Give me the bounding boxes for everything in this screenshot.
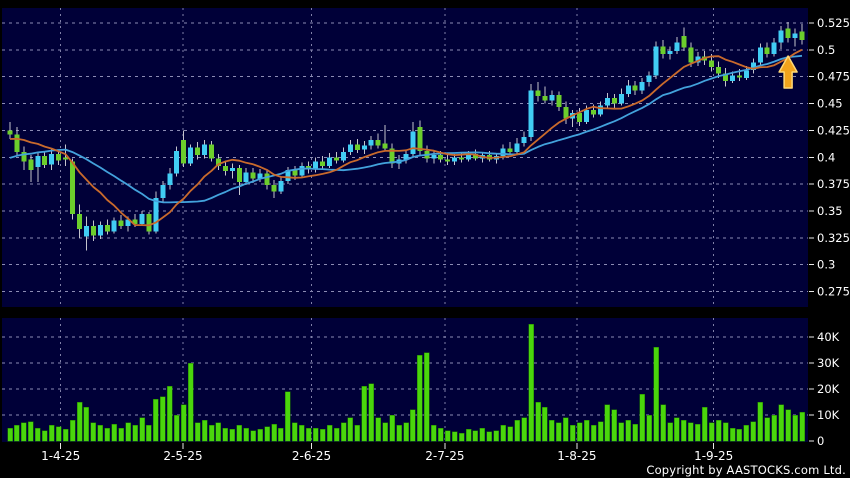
svg-text:1-4-25: 1-4-25 — [41, 449, 80, 463]
svg-text:0.525: 0.525 — [817, 16, 850, 30]
svg-text:30K: 30K — [817, 356, 840, 370]
svg-text:0.275: 0.275 — [817, 285, 850, 299]
candle-bodies — [7, 28, 805, 237]
svg-text:0.425: 0.425 — [817, 123, 850, 137]
svg-text:2-6-25: 2-6-25 — [292, 449, 331, 463]
up-arrow-icon — [778, 55, 798, 89]
axis-labels: 0.525 0.5 0.475 0.45 0.425 0.4 0.375 0.35 0.325 0… — [41, 16, 850, 463]
moving-average-lines — [9, 48, 803, 227]
svg-text:0: 0 — [817, 434, 824, 448]
svg-text:0.5: 0.5 — [817, 43, 835, 57]
svg-text:1-9-25: 1-9-25 — [694, 449, 733, 463]
svg-text:0.45: 0.45 — [817, 97, 843, 111]
svg-text:0.325: 0.325 — [817, 231, 850, 245]
svg-text:1-8-25: 1-8-25 — [557, 449, 596, 463]
svg-text:0.375: 0.375 — [817, 177, 850, 191]
copyright-notice: Copyright by AASTOCKS.com Ltd. — [646, 463, 846, 477]
volume-bars — [7, 323, 805, 442]
svg-text:0.35: 0.35 — [817, 204, 843, 218]
svg-text:0.3: 0.3 — [817, 258, 835, 272]
svg-text:0.4: 0.4 — [817, 150, 835, 164]
svg-text:0.475: 0.475 — [817, 70, 850, 84]
svg-text:40K: 40K — [817, 330, 840, 344]
svg-text:20K: 20K — [817, 382, 840, 396]
svg-text:2-7-25: 2-7-25 — [425, 449, 464, 463]
gridlines — [2, 8, 814, 449]
svg-text:2-5-25: 2-5-25 — [163, 449, 202, 463]
svg-text:10K: 10K — [817, 408, 840, 422]
